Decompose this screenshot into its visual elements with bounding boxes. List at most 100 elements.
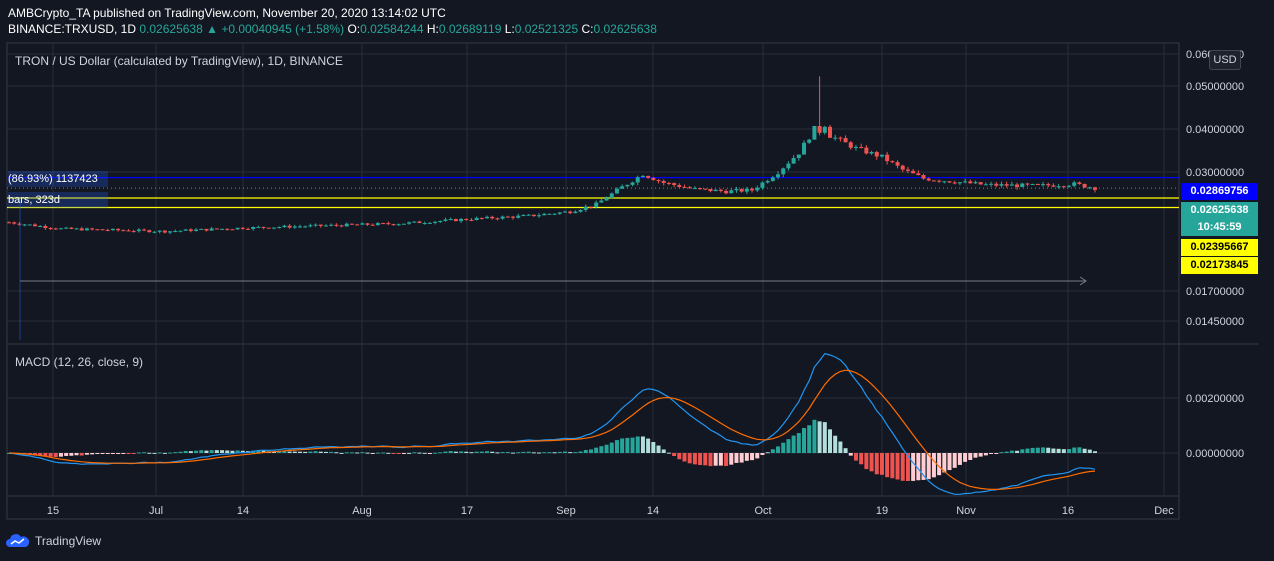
- candle-body: [973, 182, 978, 184]
- candle-body: [204, 228, 209, 231]
- candle-body: [199, 228, 204, 230]
- macd-histogram-bar: [500, 452, 505, 454]
- resistance-price-label: 0.02869756: [1181, 183, 1258, 200]
- price-tick: 0.03000000: [1186, 167, 1244, 179]
- candle-body: [297, 226, 302, 228]
- close-value: 0.02625638: [593, 22, 657, 36]
- horizontal-levels[interactable]: [7, 177, 1179, 209]
- candle-body: [750, 188, 755, 191]
- macd-histogram-bar: [230, 450, 235, 453]
- tradingview-cloud-icon: [6, 534, 30, 547]
- candle-body: [1025, 183, 1030, 185]
- macd-histogram-bar: [900, 453, 905, 481]
- macd-histogram-bar: [511, 452, 516, 454]
- macd-histogram-bar: [168, 452, 173, 454]
- candle-body: [225, 228, 230, 230]
- candle-body: [1061, 186, 1066, 188]
- macd-histogram-bar: [256, 450, 261, 453]
- macd-histogram-bar: [147, 452, 152, 454]
- macd-histogram-bar: [542, 452, 547, 454]
- macd-histogram-bar: [1030, 447, 1035, 453]
- macd-histogram-bar: [69, 453, 74, 456]
- candle-body: [1041, 184, 1046, 186]
- candle-body: [672, 183, 677, 186]
- candle-body: [168, 231, 173, 233]
- candle-body: [521, 215, 526, 217]
- macd-histogram-bar: [126, 453, 131, 454]
- candle-body: [1030, 183, 1035, 185]
- close-label: C:: [581, 22, 594, 36]
- macd-histogram-bar: [188, 451, 193, 453]
- candle-body: [209, 228, 214, 231]
- macd-histogram-bar: [152, 452, 157, 454]
- candle-body: [386, 223, 391, 225]
- candle-body: [433, 221, 438, 223]
- candle-body: [791, 158, 796, 164]
- macd-histogram-bar: [926, 453, 931, 480]
- macd-histogram-bar: [578, 451, 583, 453]
- price-tick: 0.01450000: [1186, 316, 1244, 328]
- candle-body: [827, 126, 832, 138]
- macd-histogram-bar: [401, 453, 406, 454]
- candle-body: [604, 198, 609, 201]
- candle-body: [1087, 187, 1092, 189]
- time-tick: 17: [461, 505, 473, 517]
- macd-histogram-bar: [313, 451, 318, 453]
- macd-histogram-bar: [370, 453, 375, 454]
- candle-body: [1056, 186, 1061, 188]
- candle-body: [256, 226, 261, 228]
- candle-body: [500, 216, 505, 219]
- publish-line: AMBCrypto_TA published on TradingView.co…: [8, 6, 446, 20]
- macd-histogram-bar: [802, 428, 807, 453]
- macd-histogram-bar: [1056, 448, 1061, 453]
- price-axis[interactable]: 0.060000000.050000000.040000000.03000000…: [1186, 49, 1244, 460]
- macd-histogram-bar: [235, 450, 240, 453]
- tradingview-logo[interactable]: TradingView: [6, 534, 101, 548]
- candle-body: [568, 211, 573, 214]
- macd-histogram-bar: [630, 437, 635, 453]
- time-axis[interactable]: 15 Jul 14 Aug 17 Sep 14 Oct 19 Nov 16 Dec: [47, 505, 1174, 517]
- macd-histogram-bar: [947, 453, 952, 471]
- macd-histogram-bar: [495, 452, 500, 454]
- candle-body: [744, 188, 749, 192]
- time-tick: Jul: [149, 505, 163, 517]
- macd-histogram-bar: [1082, 448, 1087, 453]
- macd-histogram-bar: [807, 425, 812, 453]
- macd-histogram-bar: [999, 452, 1004, 454]
- macd-histogram-bar: [84, 453, 89, 455]
- candle-body: [786, 163, 791, 169]
- macd-histogram-bar: [672, 453, 677, 457]
- macd-histogram-bar: [381, 452, 386, 454]
- macd-histogram-bar: [474, 451, 479, 453]
- candle-body: [188, 229, 193, 232]
- time-tick: 19: [876, 505, 888, 517]
- candle-body: [895, 162, 900, 166]
- macd-histogram-bar: [282, 450, 287, 453]
- macd-histogram-bar: [459, 451, 464, 453]
- macd-line: [8, 353, 1096, 495]
- candle-body: [381, 223, 386, 225]
- candle-body: [848, 142, 853, 148]
- macd-histogram-bar: [453, 451, 458, 453]
- macd-histogram-bar: [978, 453, 983, 457]
- macd-histogram-bar: [640, 436, 645, 453]
- macd-histogram-bar: [916, 453, 921, 481]
- macd-histogram-bar: [349, 452, 354, 454]
- candle-body: [911, 170, 916, 174]
- currency-button[interactable]: USD: [1209, 50, 1241, 70]
- candle-body: [422, 222, 427, 224]
- candle-body: [375, 223, 380, 226]
- macd-histogram-bar: [604, 444, 609, 453]
- candle-body: [370, 224, 375, 226]
- macd-histogram-bar: [422, 452, 427, 454]
- time-tick: Sep: [556, 505, 576, 517]
- macd-histogram-bar: [770, 449, 775, 453]
- candle-body: [7, 222, 11, 224]
- macd-histogram-bar: [438, 452, 443, 454]
- candle-body: [282, 225, 287, 228]
- macd-histogram-bar: [136, 452, 141, 454]
- candle-body: [625, 184, 630, 187]
- macd-histogram-bar: [277, 451, 282, 453]
- price-tick: 0.01700000: [1186, 286, 1244, 298]
